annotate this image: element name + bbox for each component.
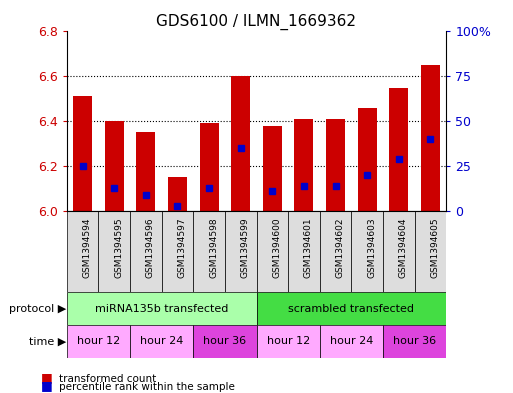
Text: hour 36: hour 36 (203, 336, 246, 346)
Text: transformed count: transformed count (59, 375, 156, 384)
Bar (263, 126, 282, 211)
Text: GSM1394597: GSM1394597 (177, 217, 186, 278)
Bar (225, 211, 256, 292)
Text: ■: ■ (41, 371, 53, 384)
Text: percentile rank within the sample: percentile rank within the sample (59, 382, 235, 392)
Bar (358, 108, 377, 211)
Bar (98, 211, 130, 292)
Text: hour 24: hour 24 (140, 336, 183, 346)
Bar (168, 177, 187, 211)
Text: GSM1394604: GSM1394604 (399, 217, 408, 278)
Bar (130, 211, 162, 292)
Bar (256, 325, 320, 358)
Text: protocol ▶: protocol ▶ (9, 304, 67, 314)
Text: time ▶: time ▶ (29, 336, 67, 346)
Text: GSM1394602: GSM1394602 (336, 217, 345, 278)
Text: GSM1394601: GSM1394601 (304, 217, 313, 278)
Text: hour 12: hour 12 (77, 336, 120, 346)
Bar (193, 211, 225, 292)
Text: hour 24: hour 24 (330, 336, 373, 346)
Bar (193, 325, 256, 358)
Bar (326, 119, 345, 211)
Text: GSM1394594: GSM1394594 (83, 217, 91, 278)
Text: GSM1394596: GSM1394596 (146, 217, 155, 278)
Bar (383, 325, 446, 358)
Title: GDS6100 / ILMN_1669362: GDS6100 / ILMN_1669362 (156, 14, 357, 30)
Bar (67, 325, 130, 358)
Text: GSM1394603: GSM1394603 (367, 217, 376, 278)
Bar (200, 123, 219, 211)
Bar (136, 132, 155, 211)
Bar (130, 325, 193, 358)
Bar (73, 96, 92, 211)
Text: hour 12: hour 12 (267, 336, 310, 346)
Bar (389, 88, 408, 211)
Bar (320, 325, 383, 358)
Bar (67, 292, 256, 325)
Text: miRNA135b transfected: miRNA135b transfected (95, 304, 228, 314)
Bar (162, 211, 193, 292)
Text: GSM1394595: GSM1394595 (114, 217, 123, 278)
Bar (256, 292, 446, 325)
Text: GSM1394598: GSM1394598 (209, 217, 218, 278)
Text: GSM1394605: GSM1394605 (430, 217, 440, 278)
Bar (288, 211, 320, 292)
Text: scrambled transfected: scrambled transfected (288, 304, 415, 314)
Text: GSM1394600: GSM1394600 (272, 217, 281, 278)
Bar (231, 76, 250, 211)
Bar (383, 211, 415, 292)
Text: ■: ■ (41, 379, 53, 392)
Bar (256, 211, 288, 292)
Bar (415, 211, 446, 292)
Bar (320, 211, 351, 292)
Text: GSM1394599: GSM1394599 (241, 217, 250, 278)
Bar (67, 211, 98, 292)
Bar (421, 65, 440, 211)
Bar (351, 211, 383, 292)
Bar (294, 119, 313, 211)
Text: hour 36: hour 36 (393, 336, 436, 346)
Bar (105, 121, 124, 211)
